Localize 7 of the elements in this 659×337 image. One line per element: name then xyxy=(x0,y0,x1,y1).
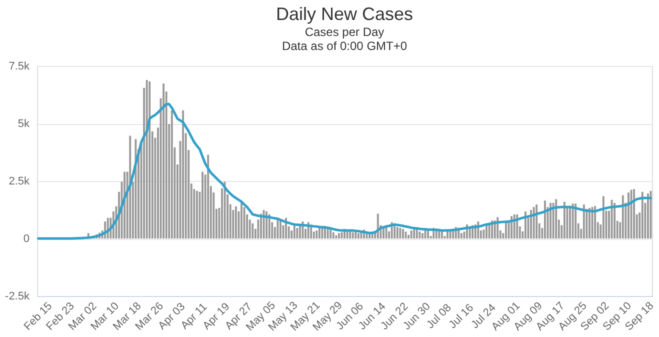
chart-title: Daily New Cases xyxy=(276,4,414,24)
y-tick-label: 0 xyxy=(23,233,30,245)
y-tick-label: 2.5k xyxy=(8,176,30,188)
y-tick-label: 5k xyxy=(18,118,30,130)
y-tick-label: 7.5k xyxy=(8,60,30,72)
chart-subtitle: Cases per Day Data as of 0:00 GMT+0 xyxy=(282,25,408,53)
y-tick-label: -2.5k xyxy=(5,290,30,302)
